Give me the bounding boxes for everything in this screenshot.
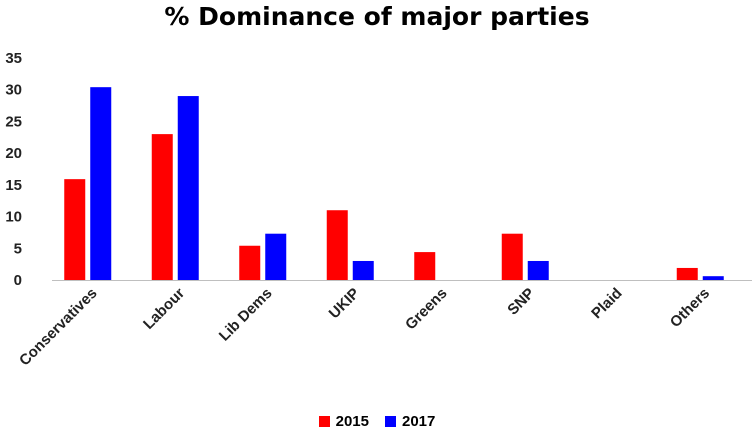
legend-swatch: [385, 416, 396, 427]
bar-2015-conservatives: [64, 179, 86, 280]
legend-item-2015: 2015: [318, 413, 369, 430]
bar-2017-labour: [177, 96, 199, 280]
legend-label: 2015: [335, 413, 369, 430]
x-tick-label: Greens: [402, 285, 451, 334]
y-tick-label: 35: [5, 50, 22, 67]
y-tick-label: 10: [5, 209, 22, 226]
bars-group: [64, 87, 724, 280]
bar-2017-lib-dems: [265, 233, 287, 280]
bar-2017-others: [702, 276, 724, 280]
x-tick-label: Plaid: [588, 285, 625, 322]
x-tick-label: SNP: [504, 285, 538, 319]
x-axis-labels: Conservatives Labour Lib Dems UKIP Greens SNP…: [16, 285, 713, 370]
legend-swatch: [318, 416, 330, 427]
y-tick-label: 25: [5, 113, 22, 130]
bar-2017-conservatives: [90, 87, 112, 280]
bar-2015-lib-dems: [239, 245, 261, 280]
bar-2015-greens: [414, 252, 436, 280]
chart-title: % Dominance of major parties: [164, 2, 590, 31]
x-tick-label: Conservatives: [16, 285, 101, 370]
y-tick-label: 20: [5, 145, 22, 162]
x-tick-label: Labour: [140, 285, 188, 333]
x-tick-label: Others: [667, 285, 713, 331]
y-tick-label: 30: [5, 82, 22, 99]
y-tick-label: 0: [14, 272, 22, 289]
bar-2017-snp: [527, 260, 549, 280]
x-tick-label: UKIP: [326, 285, 363, 322]
x-tick-label: Lib Dems: [216, 285, 276, 345]
y-tick-label: 15: [5, 177, 22, 194]
legend-item-2017: 2017: [385, 413, 435, 430]
y-tick-label: 5: [14, 240, 22, 257]
bar-2017-ukip: [352, 260, 374, 280]
bar-2015-ukip: [326, 210, 348, 280]
bar-2015-snp: [501, 233, 523, 280]
legend: 2015 2017: [0, 413, 754, 430]
legend-label: 2017: [402, 413, 436, 430]
y-axis-ticks: 0 5 10 15 20 25 30 35: [5, 50, 22, 289]
bar-2015-others: [676, 267, 698, 280]
bar-2015-labour: [151, 134, 173, 280]
